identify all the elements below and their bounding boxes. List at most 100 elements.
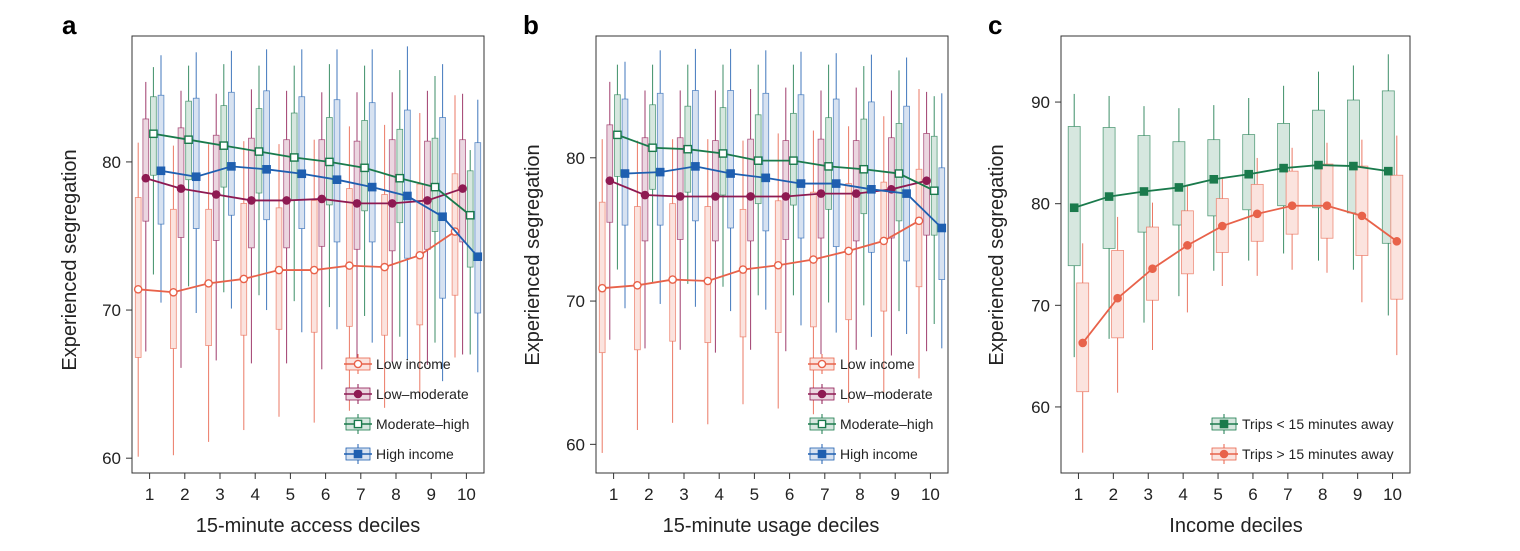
panel-letter-b: b bbox=[523, 10, 539, 40]
data-point bbox=[879, 236, 889, 246]
box bbox=[712, 140, 719, 242]
panel-letter-c: c bbox=[988, 10, 1002, 40]
box bbox=[747, 138, 754, 242]
panel-a-xtick-label: 2 bbox=[180, 485, 189, 504]
legend-entry: Low income bbox=[376, 356, 451, 372]
panel-c-xtick-label: 3 bbox=[1144, 485, 1153, 504]
data-point bbox=[859, 164, 869, 174]
data-point bbox=[1314, 160, 1323, 170]
panel-c-xlabel: Income deciles bbox=[1169, 515, 1302, 537]
data-point bbox=[438, 212, 447, 222]
panel-c-xtick-label: 10 bbox=[1383, 485, 1402, 504]
data-point bbox=[867, 185, 876, 194]
panel-b-xtick-label: 6 bbox=[785, 485, 794, 504]
panel-b-xtick-label: 8 bbox=[855, 485, 864, 504]
panel-c-xtick-label: 6 bbox=[1248, 485, 1257, 504]
data-point bbox=[1357, 211, 1367, 221]
data-point bbox=[227, 162, 236, 171]
box bbox=[880, 181, 888, 312]
panel-c-legend: Trips < 15 minutes away Trips > 15 minute… bbox=[1210, 414, 1394, 464]
box bbox=[762, 92, 770, 232]
panel-a-xtick-label: 5 bbox=[286, 485, 295, 504]
box bbox=[598, 201, 606, 354]
box bbox=[1137, 135, 1151, 233]
legend-swatch-marker bbox=[817, 419, 827, 429]
data-point bbox=[387, 199, 397, 208]
data-point bbox=[711, 192, 720, 201]
data-point bbox=[380, 262, 389, 272]
legend-swatch-marker bbox=[353, 359, 363, 369]
box bbox=[641, 137, 649, 242]
panel-b-xtick-label: 5 bbox=[750, 485, 759, 504]
data-point bbox=[1148, 264, 1157, 274]
box bbox=[1146, 226, 1159, 301]
data-point bbox=[726, 169, 735, 178]
data-point bbox=[473, 252, 483, 262]
data-point bbox=[317, 194, 327, 204]
legend-swatch-marker bbox=[353, 449, 363, 459]
data-point bbox=[352, 199, 362, 208]
box bbox=[424, 140, 431, 250]
series-line bbox=[617, 134, 935, 192]
data-point bbox=[773, 260, 783, 270]
box bbox=[263, 90, 270, 221]
box bbox=[333, 99, 341, 243]
data-point bbox=[297, 169, 307, 179]
data-point bbox=[1113, 293, 1122, 303]
data-point bbox=[156, 166, 166, 176]
series-line bbox=[160, 165, 479, 258]
box bbox=[797, 94, 805, 239]
data-point bbox=[655, 167, 665, 177]
series-line bbox=[145, 177, 463, 205]
legend-swatch-marker bbox=[817, 389, 827, 399]
data-point bbox=[262, 165, 271, 174]
box bbox=[353, 140, 361, 250]
box bbox=[606, 124, 614, 223]
box bbox=[1355, 165, 1369, 256]
panel-b-xtick-label: 4 bbox=[714, 485, 723, 504]
legend-swatch-marker bbox=[1219, 449, 1229, 459]
panel-a-xlabel: 15-minute access deciles bbox=[196, 515, 421, 537]
data-point bbox=[844, 246, 853, 256]
panel-a-xtick-label: 7 bbox=[356, 485, 365, 504]
data-point bbox=[184, 135, 193, 144]
box bbox=[903, 105, 910, 262]
panel-a-xtick-label: 9 bbox=[426, 485, 435, 504]
legend-entry: Trips < 15 minutes away bbox=[1242, 416, 1394, 432]
data-point bbox=[274, 265, 284, 275]
panel-b-xtick-label: 3 bbox=[679, 485, 688, 504]
data-point bbox=[809, 255, 818, 264]
panel-a-xtick-label: 1 bbox=[145, 485, 154, 504]
panel-c-xtick-label: 9 bbox=[1353, 485, 1362, 504]
box bbox=[142, 118, 150, 222]
box bbox=[669, 203, 676, 342]
box bbox=[676, 137, 684, 240]
data-point bbox=[141, 173, 151, 183]
data-point bbox=[668, 275, 677, 284]
panel-b-legend: Low income Low–moderate Moderate–high High … bbox=[808, 354, 933, 464]
data-point bbox=[675, 192, 685, 201]
box bbox=[817, 138, 825, 239]
data-point bbox=[894, 169, 904, 178]
data-point bbox=[169, 287, 178, 297]
legend-swatch-marker bbox=[1219, 419, 1229, 429]
data-point bbox=[219, 141, 229, 150]
data-point bbox=[937, 223, 947, 233]
data-point bbox=[851, 189, 861, 198]
data-point bbox=[620, 169, 630, 178]
panel-c-xtick-label: 2 bbox=[1109, 485, 1118, 504]
panel-a: Experienced segregation 15-minute access… bbox=[59, 35, 485, 537]
data-point bbox=[761, 173, 771, 183]
box bbox=[782, 140, 790, 240]
panel-b-xtick-label: 1 bbox=[609, 485, 618, 504]
data-point bbox=[1322, 201, 1332, 211]
panel-c-ytick-label: 70 bbox=[1031, 296, 1050, 315]
legend-entry: Trips > 15 minutes away bbox=[1242, 446, 1394, 462]
panel-c-ytick-label: 60 bbox=[1031, 398, 1050, 417]
series-line bbox=[1081, 204, 1398, 344]
data-point bbox=[1279, 163, 1288, 173]
data-point bbox=[597, 283, 607, 293]
data-point bbox=[691, 162, 700, 171]
data-point bbox=[415, 250, 425, 260]
panel-c-frame bbox=[1060, 35, 1411, 474]
